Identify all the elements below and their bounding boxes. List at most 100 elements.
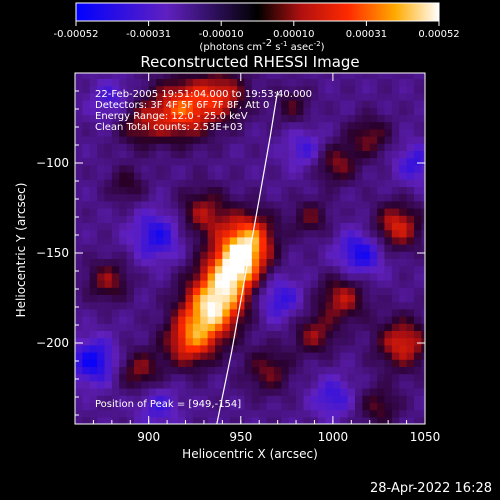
heatmap-cell (377, 100, 386, 108)
heatmap-cell (133, 200, 142, 209)
heatmap-cell (355, 128, 363, 137)
heatmap-cell (413, 200, 422, 209)
heatmap-cell (362, 344, 371, 353)
heatmap-cell (156, 316, 165, 324)
heatmap-cell (310, 85, 319, 94)
heatmap-cell (215, 287, 223, 295)
heatmap-cell (362, 150, 371, 159)
heatmap-cell (89, 308, 98, 317)
heatmap-cell (251, 136, 260, 144)
heatmap-cell (163, 143, 172, 151)
heatmap-cell (318, 244, 327, 252)
heatmap-cell (296, 193, 305, 202)
heatmap-cell (185, 215, 194, 223)
heatmap-cell (133, 136, 142, 144)
heatmap-cell (133, 143, 142, 151)
heatmap-cell (347, 380, 356, 389)
heatmap-cell (391, 208, 400, 216)
heatmap-cell (141, 344, 150, 353)
heatmap-cell (192, 157, 201, 166)
heatmap-cell (384, 366, 393, 375)
heatmap-cell (325, 222, 334, 231)
heatmap-cell (251, 402, 260, 411)
heatmap-cell (156, 344, 165, 353)
heatmap-cell (399, 258, 408, 267)
heatmap-cell (207, 164, 216, 173)
heatmap-cell (296, 337, 305, 346)
heatmap-cell (391, 294, 400, 303)
heatmap-cell (259, 251, 268, 259)
heatmap-cell (207, 373, 216, 382)
heatmap-cell (325, 352, 334, 360)
heatmap-cell (148, 85, 157, 94)
heatmap-cell (133, 208, 142, 216)
heatmap-cell (222, 352, 231, 360)
heatmap-cell (207, 85, 216, 94)
heatmap-cell (75, 409, 83, 418)
heatmap-cell (75, 143, 83, 151)
heatmap-cell (207, 114, 216, 123)
heatmap-cell (369, 236, 378, 245)
heatmap-cell (391, 236, 400, 245)
heatmap-cell (200, 157, 209, 166)
heatmap-cell (170, 258, 179, 267)
heatmap-cell (251, 323, 260, 331)
heatmap-cell (332, 380, 341, 389)
colorbar-tick-label: -0.00031 (126, 29, 171, 40)
heatmap-cell (207, 179, 216, 187)
heatmap-cell (104, 85, 113, 94)
heatmap-cell (237, 78, 246, 87)
heatmap-cell (200, 344, 209, 353)
heatmap-cell (310, 193, 319, 202)
heatmap-cell (281, 294, 290, 303)
heatmap-cell (119, 301, 128, 310)
heatmap-cell (406, 337, 415, 346)
heatmap-cell (75, 352, 83, 360)
heatmap-cell (200, 388, 209, 396)
heatmap-cell (355, 366, 363, 375)
heatmap-cell (332, 359, 341, 367)
heatmap-cell (406, 287, 415, 295)
heatmap-cell (288, 78, 297, 87)
heatmap-cell (325, 78, 334, 87)
heatmap-cell (362, 373, 371, 382)
heatmap-cell (318, 359, 327, 367)
heatmap-cell (141, 164, 150, 173)
heatmap-cell (192, 373, 201, 382)
heatmap-cell (391, 92, 400, 101)
heatmap-cell (111, 272, 120, 281)
heatmap-cell (421, 308, 425, 317)
heatmap-cell (148, 150, 157, 159)
heatmap-cell (347, 222, 356, 231)
heatmap-cell (259, 416, 268, 424)
heatmap-cell (273, 164, 282, 173)
heatmap-cell (244, 186, 253, 195)
heatmap-cell (325, 244, 334, 252)
heatmap-cell (266, 150, 275, 159)
heatmap-cell (222, 222, 231, 231)
heatmap-cell (200, 287, 209, 295)
heatmap-cell (251, 107, 260, 115)
heatmap-cell (97, 136, 106, 144)
heatmap-cell (119, 380, 128, 389)
heatmap-cell (413, 272, 422, 281)
heatmap-cell (421, 92, 425, 101)
x-tick-label: 950 (229, 430, 252, 444)
heatmap-cell (303, 164, 312, 173)
heatmap-cell (156, 208, 165, 216)
heatmap-cell (399, 352, 408, 360)
heatmap-cell (111, 143, 120, 151)
heatmap-cell (104, 265, 113, 274)
heatmap-cell (369, 179, 378, 187)
heatmap-cell (259, 373, 268, 382)
heatmap-cell (119, 251, 128, 259)
heatmap-cell (273, 100, 282, 108)
heatmap-cell (104, 193, 113, 202)
heatmap-cell (406, 409, 415, 418)
heatmap-cell (355, 395, 363, 403)
heatmap-cell (281, 73, 290, 79)
heatmap-cell (259, 265, 268, 274)
heatmap-cell (192, 236, 201, 245)
heatmap-cell (332, 208, 341, 216)
heatmap-cell (325, 409, 334, 418)
